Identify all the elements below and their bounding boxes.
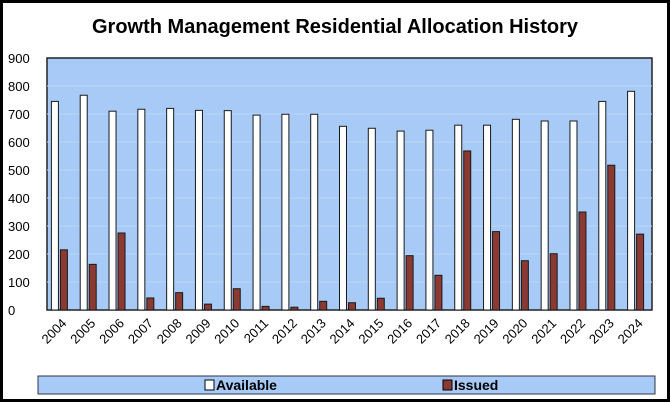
x-tick-label: 2023	[586, 316, 617, 347]
x-tick-label: 2005	[67, 316, 98, 347]
legend-box	[37, 375, 656, 395]
x-tick-label: 2009	[183, 316, 214, 347]
legend-swatch-available	[204, 379, 215, 391]
bar-available-2009	[194, 109, 203, 311]
bar-issued-2022	[578, 211, 587, 311]
bar-issued-2020	[520, 260, 529, 311]
bar-issued-2019	[492, 231, 501, 311]
x-tick-label: 2018	[442, 316, 473, 347]
bar-available-2022	[569, 120, 578, 311]
bar-issued-2004	[59, 249, 68, 311]
bar-available-2007	[137, 108, 146, 311]
x-tick-label: 2016	[384, 316, 415, 347]
x-tick-label: 2010	[211, 316, 242, 347]
legend-swatch-issued	[442, 379, 453, 391]
bar-available-2006	[108, 110, 117, 311]
bar-issued-2014	[348, 302, 356, 311]
bar-available-2005	[79, 94, 88, 311]
x-tick-label: 2013	[298, 316, 329, 347]
bar-available-2010	[223, 110, 232, 311]
x-tick-label: 2021	[528, 316, 559, 347]
bar-issued-2024	[636, 233, 645, 311]
y-tick-label: 800	[8, 79, 30, 94]
bar-available-2016	[396, 130, 405, 311]
bar-available-2023	[598, 100, 607, 311]
x-tick-label: 2022	[557, 316, 588, 347]
x-tick-label: 2011	[241, 316, 271, 346]
bar-available-2024	[627, 90, 636, 311]
bar-available-2012	[281, 113, 290, 311]
bar-issued-2023	[607, 164, 616, 311]
legend: Available Issued	[37, 375, 656, 395]
y-tick-label: 500	[8, 163, 30, 178]
x-tick-label: 2020	[499, 316, 530, 347]
x-tick-label: 2012	[269, 316, 300, 347]
bar-available-2013	[310, 113, 319, 311]
y-tick-label: 300	[8, 219, 30, 234]
bar-issued-2015	[376, 297, 385, 311]
legend-label-available: Available	[216, 377, 277, 393]
bar-issued-2021	[549, 253, 558, 311]
y-tick-label: 700	[8, 107, 30, 122]
bar-available-2008	[166, 107, 175, 311]
bar-issued-2010	[232, 288, 241, 311]
bar-issued-2009	[203, 303, 212, 311]
bar-issued-2017	[434, 274, 443, 311]
y-tick-label: 400	[8, 191, 30, 206]
bar-available-2021	[540, 120, 549, 311]
y-tick-label: 900	[8, 51, 30, 66]
x-tick-label: 2017	[413, 316, 444, 347]
bar-available-2004	[50, 100, 59, 311]
bar-available-2019	[483, 124, 492, 311]
y-tick-label: 600	[8, 135, 30, 150]
chart-title: Growth Management Residential Allocation…	[92, 16, 579, 38]
bar-available-2017	[425, 129, 434, 311]
x-tick-label: 2008	[154, 316, 185, 347]
y-tick-label: 0	[8, 303, 15, 318]
bar-available-2018	[454, 124, 463, 311]
plot-area: 0 100 200 300 400 500 600 700 800 900 200420052006…	[8, 51, 653, 347]
bar-available-2020	[511, 118, 520, 311]
x-tick-label: 2007	[125, 316, 156, 347]
bar-issued-2007	[146, 297, 155, 311]
bar-issued-2013	[319, 300, 328, 311]
x-tick-label: 2019	[471, 316, 502, 347]
x-tick-label: 2024	[615, 316, 646, 347]
legend-label-issued: Issued	[454, 377, 498, 393]
bar-issued-2011	[261, 305, 270, 311]
bar-issued-2016	[405, 255, 414, 311]
bar-issued-2018	[463, 150, 472, 311]
y-tick-label: 100	[8, 275, 30, 290]
x-tick-label: 2004	[38, 316, 69, 347]
bar-issued-2008	[175, 292, 184, 311]
x-tick-label: 2014	[327, 316, 358, 347]
bar-issued-2006	[117, 232, 126, 311]
x-tick-label: 2015	[355, 316, 386, 347]
x-tick-label: 2006	[96, 316, 127, 347]
bar-available-2014	[339, 125, 347, 311]
bar-issued-2012	[290, 306, 299, 311]
bar-available-2015	[367, 127, 376, 311]
bar-issued-2005	[88, 263, 97, 311]
bar-available-2011	[252, 114, 261, 311]
y-tick-label: 200	[8, 247, 30, 262]
